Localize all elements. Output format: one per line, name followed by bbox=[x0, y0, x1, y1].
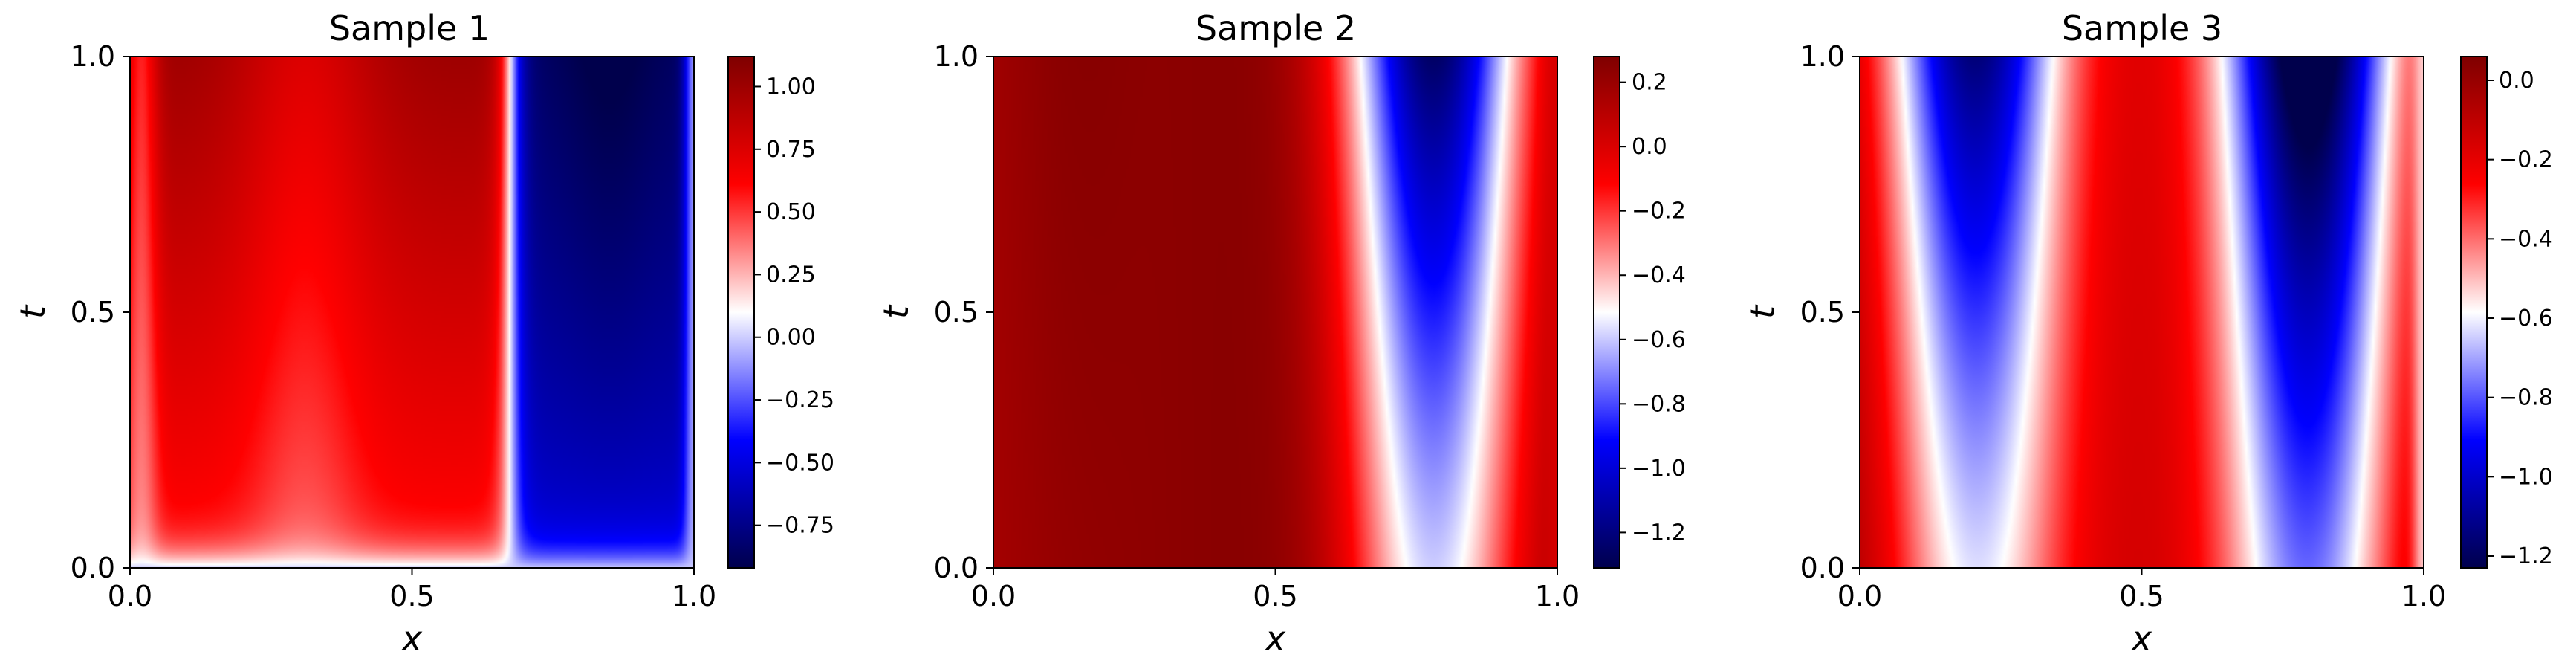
colorbar-tick-label: 0.50 bbox=[766, 199, 816, 225]
colorbar-tick-label: 0.00 bbox=[766, 325, 816, 351]
chart-title: Sample 1 bbox=[329, 8, 490, 48]
colorbar-ticks: 0.2 0.0 −0.2 −0.4 −0.6 −0.8 −1.0 −1.2 bbox=[1620, 70, 1686, 546]
y-tick-label: 0.0 bbox=[71, 552, 115, 584]
y-tick-label: 0.0 bbox=[1800, 552, 1845, 584]
colorbar-tick-label: −0.2 bbox=[1632, 198, 1686, 224]
colorbar-tick-label: −1.2 bbox=[1632, 520, 1686, 546]
colorbar-tick-label: −0.2 bbox=[2499, 147, 2553, 173]
colorbar-tick-label: 0.2 bbox=[1632, 70, 1667, 96]
colorbar-ticks: 1.00 0.75 0.50 0.25 0.00 −0.25 −0.50 −0.75 bbox=[754, 74, 834, 539]
y-axis-label: t bbox=[13, 304, 53, 319]
colorbar bbox=[2460, 56, 2488, 569]
chart-title: Sample 2 bbox=[1195, 8, 1356, 48]
x-tick-label: 0.0 bbox=[971, 580, 1016, 613]
x-axis-label: x bbox=[2130, 618, 2152, 659]
x-tick-label: 0.5 bbox=[1253, 580, 1297, 613]
panel-sample-1: Sample 1 0.0 0.5 1.0 0.0 0.5 1.0 x t 1.0… bbox=[13, 8, 834, 659]
y-tick-label: 0.5 bbox=[71, 296, 115, 329]
colorbar-tick-label: −0.8 bbox=[1632, 391, 1686, 417]
chart-title: Sample 3 bbox=[2062, 8, 2222, 48]
colorbar-tick-label: −0.75 bbox=[766, 513, 834, 539]
heatmap-image bbox=[130, 56, 694, 568]
colorbar-tick-label: −0.4 bbox=[1632, 262, 1686, 288]
y-axis-label: t bbox=[876, 304, 916, 319]
panel-sample-3: Sample 3 0.0 0.5 1.0 0.0 0.5 1.0 x t 0.0… bbox=[1742, 8, 2553, 659]
colorbar-tick-label: −1.0 bbox=[1632, 456, 1686, 482]
colorbar-tick-label: 0.75 bbox=[766, 137, 816, 163]
colorbar-tick-label: −0.25 bbox=[766, 387, 834, 413]
x-tick-label: 1.0 bbox=[1535, 580, 1580, 613]
colorbar-tick-label: 0.25 bbox=[766, 262, 816, 288]
y-tick-label: 1.0 bbox=[934, 40, 979, 73]
colorbar-tick-label: 0.0 bbox=[1632, 134, 1667, 160]
colorbar-tick-label: −1.0 bbox=[2499, 464, 2553, 490]
panel-sample-2: Sample 2 0.0 0.5 1.0 0.0 0.5 1.0 x t 0.2… bbox=[876, 8, 1686, 659]
x-tick-label: 0.5 bbox=[389, 580, 434, 613]
y-tick-label: 0.0 bbox=[934, 552, 979, 584]
x-tick-label: 1.0 bbox=[2401, 580, 2446, 613]
x-tick-label: 1.0 bbox=[672, 580, 716, 613]
colorbar bbox=[1593, 56, 1620, 569]
y-tick-label: 1.0 bbox=[1800, 40, 1845, 73]
colorbar-tick-label: −0.4 bbox=[2499, 226, 2553, 252]
heatmap-image bbox=[1860, 56, 2424, 568]
colorbar-tick-label: −1.2 bbox=[2499, 543, 2553, 569]
heatmap-image bbox=[993, 56, 1557, 568]
x-tick-label: 0.0 bbox=[108, 580, 152, 613]
colorbar-tick-label: −0.6 bbox=[1632, 327, 1686, 353]
colorbar-tick-label: −0.6 bbox=[2499, 306, 2553, 332]
y-tick-label: 0.5 bbox=[934, 296, 979, 329]
x-tick-label: 0.0 bbox=[1837, 580, 1882, 613]
colorbar-ticks: 0.0 −0.2 −0.4 −0.6 −0.8 −1.0 −1.2 bbox=[2487, 68, 2553, 569]
colorbar-tick-label: 1.00 bbox=[766, 74, 816, 100]
y-tick-label: 1.0 bbox=[71, 40, 115, 73]
x-tick-label: 0.5 bbox=[2119, 580, 2164, 613]
colorbar-tick-label: −0.8 bbox=[2499, 385, 2553, 411]
y-axis-label: t bbox=[1742, 304, 1782, 319]
x-axis-label: x bbox=[1264, 618, 1286, 659]
colorbar bbox=[727, 56, 755, 569]
colorbar-tick-label: −0.50 bbox=[766, 450, 834, 476]
y-tick-label: 0.5 bbox=[1800, 296, 1845, 329]
colorbar-tick-label: 0.0 bbox=[2499, 68, 2534, 94]
x-axis-label: x bbox=[400, 618, 423, 659]
